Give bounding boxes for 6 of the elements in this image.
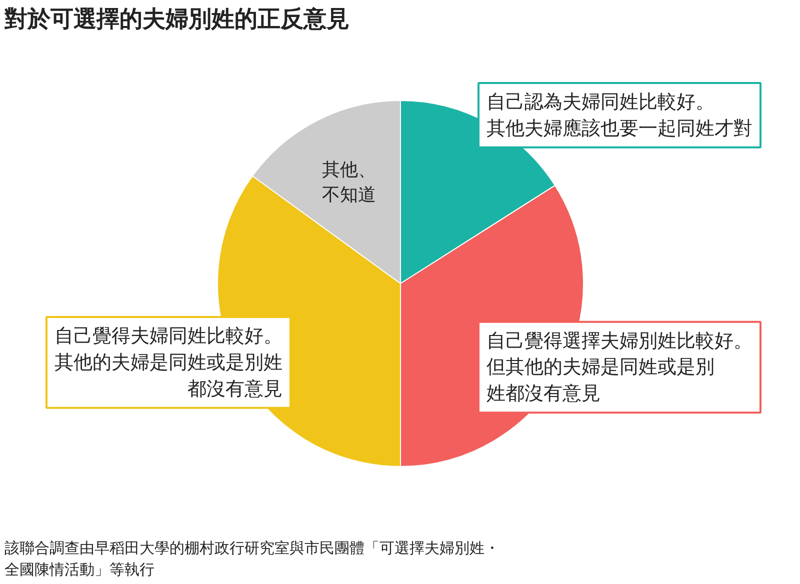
slice-label: 其他、不知道 <box>322 159 376 206</box>
chart-title: 對於可選擇的夫婦別姓的正反意見 <box>4 6 350 32</box>
text: 該聯合調查由早稻田大學的棚村政行研究室與市民團體「可選擇夫婦別姓・全國陳情活動」等執行 <box>4 538 500 578</box>
slice-label: 自己覺得夫婦同姓比較好。其他的夫婦是同姓或是別姓都沒有意見 <box>54 325 282 400</box>
slice-label: 自己覺得選擇夫婦別姓比較好。但其他的夫婦是同姓或是別姓都沒有意見 <box>486 330 752 405</box>
slice-label: 自己認為夫婦同姓比較好。其他夫婦應該也要一起同姓才對 <box>486 90 752 140</box>
